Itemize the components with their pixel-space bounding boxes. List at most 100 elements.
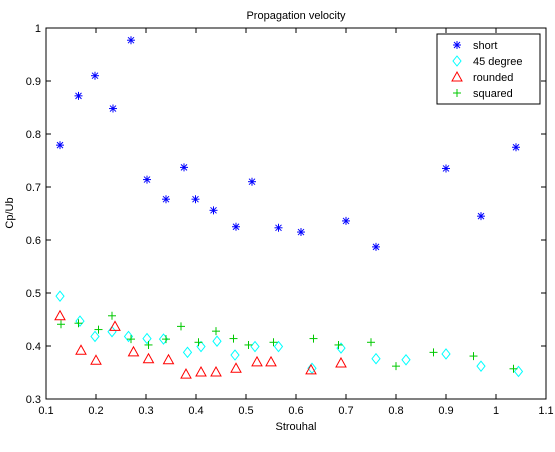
data-point-45-degree [75,315,85,327]
y-axis-title: Cp/Ub [4,197,16,228]
axis-ticks: 0.1 0.2 0.3 0.4 0.5 0.6 0.7 0.8 0.9 1 1.1 0.3 0.4 0.5… [26,23,554,417]
data-point-short [232,222,240,231]
x-tick-label: 0.9 [438,405,453,417]
data-point-short [372,242,380,251]
data-point-squared [74,319,83,328]
y-tick-label: 0.8 [26,129,41,141]
data-point-squared [144,340,153,349]
data-point-rounded [90,354,102,365]
data-point-45-degree [230,349,240,361]
data-point-squared [429,348,438,357]
data-point-short [477,212,485,221]
data-point-short [109,104,117,113]
data-point-short [274,223,283,232]
legend-box [436,33,541,105]
data-marks [54,36,524,379]
legend-marker-rounded [451,70,463,82]
data-point-short [143,175,151,184]
x-tick-label: 0.8 [388,405,403,417]
data-point-rounded [251,355,263,367]
legend: short 45 degree rounded squared [436,33,541,105]
x-tick-label: 0.7 [338,405,353,417]
data-point-rounded [230,362,242,373]
x-tick-label: 0.2 [88,405,103,417]
data-point-squared [57,320,65,329]
data-point-short [56,141,64,150]
data-point-45-degree [55,290,65,302]
x-tick-label: 1 [493,405,499,417]
data-point-45-degree [476,360,486,372]
x-axis-title: Strouhal [276,421,317,433]
legend-marker-45-degree [452,55,462,67]
data-point-rounded [195,365,207,377]
data-point-short [512,143,520,152]
y-tick-label: 0.7 [26,182,41,194]
data-point-rounded [305,363,317,375]
data-point-short [297,228,305,237]
legend-label-45-degree: 45 degree [473,56,523,68]
data-point-short [180,163,188,172]
data-point-45-degree [401,353,411,366]
data-point-squared [162,335,170,344]
data-point-45-degree [123,330,134,343]
data-point-short [191,195,200,204]
data-point-rounded [142,352,155,364]
chart-title: Propagation velocity [246,10,346,22]
data-point-rounded [75,344,87,355]
data-point-squared [269,338,278,347]
data-point-rounded [54,309,66,321]
data-point-squared [334,340,343,349]
data-point-45-degree [371,352,381,365]
data-point-45-degree [212,335,222,348]
data-point-squared [212,327,220,336]
legend-label-rounded: rounded [473,72,513,84]
legend-marker-short [453,41,461,49]
data-point-squared [127,335,135,344]
data-point-short [74,91,83,100]
data-point-rounded [335,356,347,368]
data-point-squared [108,311,116,320]
data-point-rounded [210,365,222,377]
data-point-rounded [109,320,121,331]
y-tick-label: 1 [35,23,41,35]
data-point-short [162,195,170,204]
data-point-squared [367,338,375,347]
data-point-squared [469,352,478,361]
data-point-rounded [265,355,277,367]
data-point-short [91,71,99,80]
data-point-45-degree [513,365,524,378]
data-point-rounded [180,368,192,379]
data-point-short [248,177,256,186]
data-point-rounded [127,345,140,357]
data-point-squared [244,340,253,349]
data-point-squared [509,364,518,373]
legend-label-squared: squared [473,88,513,100]
data-point-squared [177,322,185,331]
y-tick-label: 0.3 [26,394,41,406]
data-point-45-degree [441,348,451,360]
data-point-squared [392,362,400,371]
data-point-short [127,36,135,45]
data-point-squared [229,334,238,343]
data-point-45-degree [142,332,152,345]
x-tick-label: 0.5 [238,405,253,417]
data-point-short [209,206,218,215]
data-point-squared [94,325,103,334]
data-point-45-degree [90,330,100,343]
x-tick-label: 1.1 [538,405,553,417]
x-tick-label: 0.6 [288,405,303,417]
y-tick-label: 0.5 [26,288,41,300]
y-tick-label: 0.9 [26,76,41,88]
legend-label-short: short [473,40,497,52]
x-tick-label: 0.1 [38,405,53,417]
x-tick-label: 0.3 [138,405,153,417]
data-point-squared [194,338,203,347]
legend-marker-squared [453,89,461,97]
data-point-short [342,216,350,225]
data-point-short [442,164,450,173]
y-tick-label: 0.4 [26,341,41,353]
y-tick-label: 0.6 [26,235,41,247]
data-point-45-degree [182,346,193,359]
data-point-45-degree [273,340,284,353]
